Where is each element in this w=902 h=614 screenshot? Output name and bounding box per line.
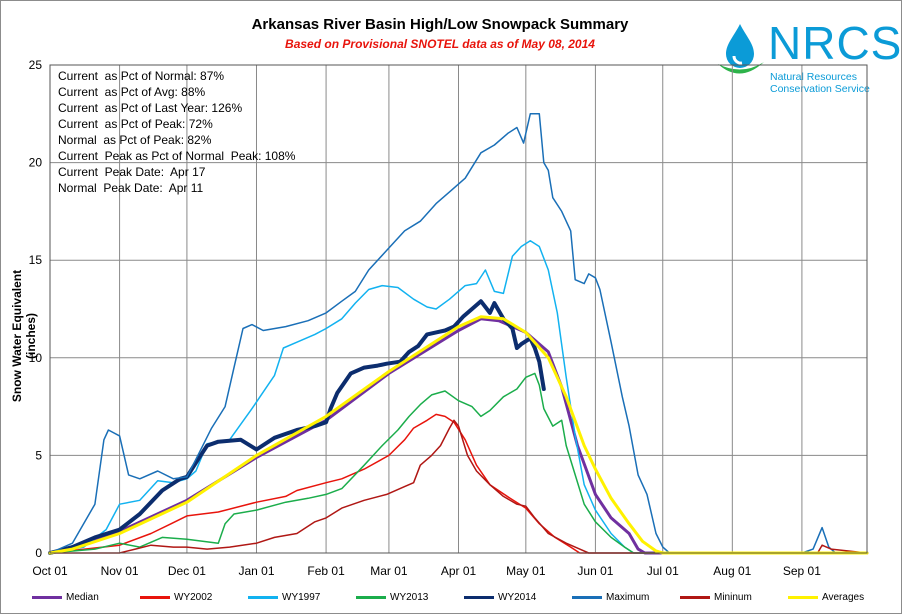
logo-subtitle-line2: Conservation Service bbox=[770, 83, 870, 95]
x-tick-label: Dec 01 bbox=[168, 564, 206, 578]
x-tick-label: Jan 01 bbox=[238, 564, 274, 578]
legend-swatch bbox=[248, 595, 278, 599]
legend-swatch bbox=[572, 595, 602, 599]
x-tick-label: Jul 01 bbox=[647, 564, 679, 578]
stats-box: Current as Pct of Normal: 87% Current as … bbox=[58, 68, 295, 196]
y-tick-label: 25 bbox=[29, 58, 43, 72]
x-tick-label: Jun 01 bbox=[577, 564, 613, 578]
x-tick-label: May 01 bbox=[506, 564, 546, 578]
legend-swatch bbox=[356, 595, 386, 599]
legend-item-median: Median bbox=[32, 590, 99, 604]
series-line-wy2013 bbox=[49, 372, 868, 554]
swoosh-icon bbox=[718, 62, 764, 74]
x-tick-label: Oct 01 bbox=[32, 564, 68, 578]
chart-title: Arkansas River Basin High/Low Snowpack S… bbox=[251, 16, 629, 33]
series-line-wy1997 bbox=[49, 239, 868, 554]
legend-item-mininum: Mininum bbox=[680, 590, 752, 604]
x-tick-label: Nov 01 bbox=[101, 564, 139, 578]
legend-item-averages: Averages bbox=[788, 590, 864, 604]
stat-line: Current Peak Date: Apr 17 bbox=[58, 165, 206, 179]
legend-swatch bbox=[464, 595, 494, 599]
legend-item-wy2013: WY2013 bbox=[356, 590, 428, 604]
legend-label: WY1997 bbox=[282, 591, 321, 603]
legend-label: Median bbox=[66, 591, 99, 603]
legend-label: WY2014 bbox=[498, 591, 537, 603]
legend-item-wy2002: WY2002 bbox=[140, 590, 212, 604]
legend-swatch bbox=[140, 595, 170, 599]
stat-line: Current as Pct of Normal: 87% bbox=[58, 69, 225, 83]
series-line-averages bbox=[48, 315, 869, 555]
series-line-wy2002 bbox=[49, 413, 868, 554]
x-tick-label: Sep 01 bbox=[783, 564, 821, 578]
chart-subtitle: Based on Provisional SNOTEL data as of M… bbox=[285, 37, 595, 51]
legend-item-wy2014: WY2014 bbox=[464, 590, 536, 604]
legend-label: Mininum bbox=[714, 591, 752, 603]
stat-line: Normal Peak Date: Apr 11 bbox=[58, 181, 204, 195]
x-tick-label: Feb 01 bbox=[307, 564, 345, 578]
stat-line: Current as Pct of Avg: 88% bbox=[58, 85, 206, 99]
nrcs-logo bbox=[718, 24, 764, 74]
stat-line: Normal as Pct of Peak: 82% bbox=[58, 133, 212, 147]
legend-label: Maximum bbox=[606, 591, 650, 603]
legend-label: Averages bbox=[822, 591, 865, 603]
stat-line: Current Peak as Pct of Normal Peak: 108% bbox=[58, 149, 296, 163]
legend-label: WY2002 bbox=[174, 591, 213, 603]
logo-text: NRCS bbox=[768, 17, 902, 69]
legend-item-wy1997: WY1997 bbox=[248, 590, 320, 604]
y-tick-label: 5 bbox=[35, 448, 42, 462]
x-tick-label: Apr 01 bbox=[441, 564, 477, 578]
y-axis-label: Snow Water Equivalent (inches) bbox=[10, 269, 38, 403]
legend-swatch bbox=[32, 595, 62, 599]
legend-item-maximum: Maximum bbox=[572, 590, 649, 604]
x-tick-label: Aug 01 bbox=[713, 564, 751, 578]
series-line-wy2014 bbox=[48, 299, 546, 555]
y-tick-label: 0 bbox=[35, 546, 42, 560]
y-tick-label: 10 bbox=[29, 351, 43, 365]
stat-line: Current as Pct of Peak: 72% bbox=[58, 117, 213, 131]
y-tick-label: 15 bbox=[29, 253, 43, 267]
series-line-mininum bbox=[49, 419, 868, 554]
x-tick-label: Mar 01 bbox=[370, 564, 408, 578]
series-line-maximum bbox=[49, 113, 868, 554]
stat-line: Current as Pct of Last Year: 126% bbox=[58, 101, 243, 115]
legend-swatch bbox=[680, 595, 710, 599]
legend-swatch bbox=[788, 595, 818, 599]
y-tick-label: 20 bbox=[29, 156, 43, 170]
logo-subtitle-line1: Natural Resources bbox=[770, 71, 857, 83]
legend-label: WY2013 bbox=[390, 591, 429, 603]
